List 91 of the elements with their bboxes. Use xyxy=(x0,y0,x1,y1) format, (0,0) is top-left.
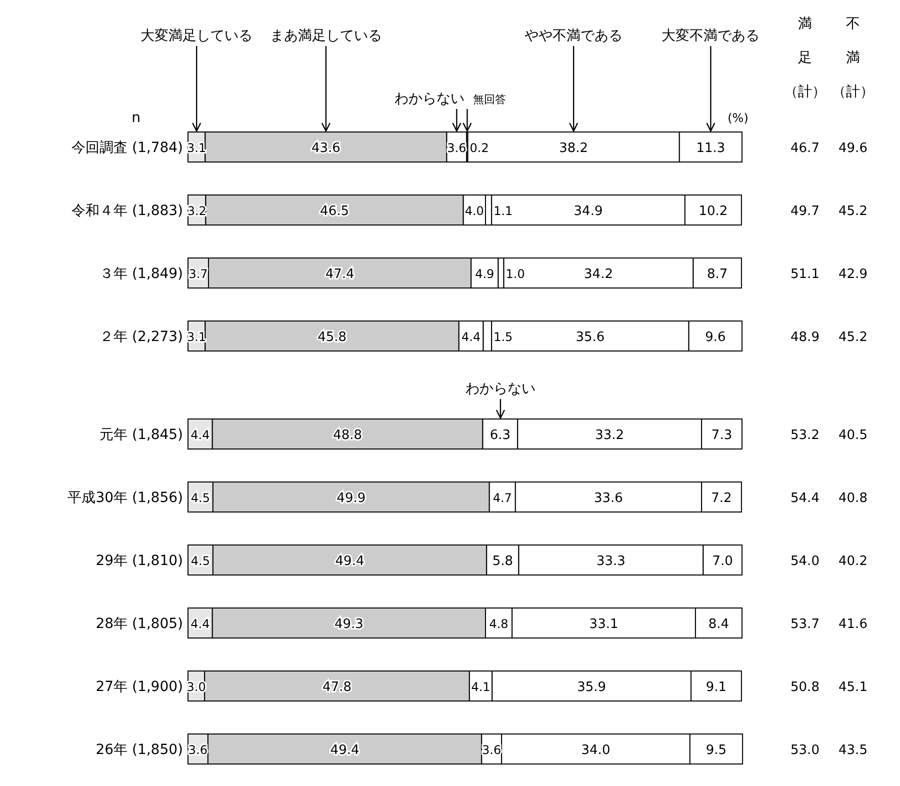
data-label: 49.3 xyxy=(334,617,364,632)
annotation: 53.0 xyxy=(790,743,820,758)
annotation: 46.7 xyxy=(790,141,820,156)
data-label: 4.4 xyxy=(190,617,210,631)
series-label: わからない xyxy=(394,91,465,107)
data-label: 6.3 xyxy=(490,428,511,443)
tick-label: ３年 (1,849) xyxy=(100,266,183,282)
data-label: 0.2 xyxy=(470,141,489,155)
annotation: 45.2 xyxy=(838,330,868,345)
data-label: 9.5 xyxy=(706,743,727,758)
data-label: 1.0 xyxy=(506,267,525,281)
series-label: やや不満である xyxy=(524,28,623,44)
annotation: 43.5 xyxy=(838,743,868,758)
data-label: 43.6 xyxy=(311,141,340,156)
data-label: 7.3 xyxy=(711,428,732,443)
series-label: 無回答 xyxy=(473,93,506,106)
tick-label: 平成30年 (1,856) xyxy=(68,490,183,506)
data-label: 4.5 xyxy=(190,491,210,505)
annotation: 不満（計） xyxy=(832,16,874,100)
data-label: 7.0 xyxy=(712,554,733,569)
data-label: 34.2 xyxy=(584,267,613,282)
annotation: 45.1 xyxy=(838,680,868,695)
data-label: 4.5 xyxy=(190,554,210,568)
tick-label: 27年 (1,900) xyxy=(96,679,183,695)
data-label: 49.4 xyxy=(330,743,360,758)
annotation: 40.2 xyxy=(838,554,868,569)
data-label: 34.0 xyxy=(581,743,610,758)
data-label: 35.6 xyxy=(576,330,605,345)
data-label: 33.3 xyxy=(596,554,626,569)
data-label: 4.0 xyxy=(464,204,484,218)
data-label: 48.8 xyxy=(333,428,362,443)
annotation: 40.5 xyxy=(838,428,868,443)
data-label: 10.2 xyxy=(698,204,728,219)
tick-label: 28年 (1,805) xyxy=(96,616,183,632)
data-label: 49.4 xyxy=(335,554,364,569)
data-label: 45.8 xyxy=(318,330,347,345)
data-label: 33.1 xyxy=(589,617,618,632)
annotation: 53.7 xyxy=(790,617,820,632)
annotation: わからない xyxy=(465,381,536,397)
annotation: 54.4 xyxy=(790,491,820,506)
annotation: 48.9 xyxy=(790,330,820,345)
data-label: 4.7 xyxy=(492,491,512,505)
annotation: 41.6 xyxy=(838,617,868,632)
data-label: 3.6 xyxy=(188,743,208,757)
data-label: 11.3 xyxy=(696,141,726,156)
data-label: 1.5 xyxy=(494,330,513,344)
tick-label: ２年 (2,273) xyxy=(100,329,183,345)
annotation: 51.1 xyxy=(790,267,820,282)
data-label: 3.6 xyxy=(447,141,466,155)
annotation: n xyxy=(132,110,140,126)
annotation: 54.0 xyxy=(790,554,820,569)
series-label: 大変満足している xyxy=(140,28,253,44)
data-label: 46.5 xyxy=(320,204,349,219)
data-label: 4.4 xyxy=(190,428,210,442)
tick-label: 令和４年 (1,883) xyxy=(72,203,183,219)
annotation: 49.6 xyxy=(838,141,868,156)
series-label: まあ満足している xyxy=(270,28,382,44)
tick-label: 29年 (1,810) xyxy=(96,553,183,569)
data-label: 3.7 xyxy=(188,267,208,281)
data-label: 5.8 xyxy=(492,554,514,569)
tick-label: 元年 (1,845) xyxy=(100,427,183,443)
annotation: 53.2 xyxy=(790,428,820,443)
data-label: 4.1 xyxy=(471,680,490,694)
data-label: 9.1 xyxy=(706,680,727,695)
data-label: 7.2 xyxy=(711,491,732,506)
data-label: 4.4 xyxy=(462,330,481,344)
data-label: 34.9 xyxy=(574,204,603,219)
annotation: 45.2 xyxy=(838,204,868,219)
tick-label: 今回調査 (1,784) xyxy=(72,140,183,156)
annotation: 49.7 xyxy=(790,204,820,219)
data-label: 4.9 xyxy=(475,267,494,281)
data-label: 38.2 xyxy=(559,141,588,156)
annotation: 42.9 xyxy=(838,267,868,282)
series-label: 大変不満である xyxy=(662,28,760,44)
data-label: 33.2 xyxy=(595,428,624,443)
data-label: 35.9 xyxy=(577,680,606,695)
annotation: 50.8 xyxy=(790,680,820,695)
annotation: 40.8 xyxy=(838,491,868,506)
data-label: 1.1 xyxy=(494,204,513,218)
data-label: 8.4 xyxy=(708,617,730,632)
data-label: 47.8 xyxy=(322,680,352,695)
data-label: 3.6 xyxy=(482,743,502,757)
annotation: 満足（計） xyxy=(784,16,826,100)
annotation: (%) xyxy=(728,111,748,125)
data-label: 4.8 xyxy=(489,617,508,631)
data-label: 47.4 xyxy=(325,267,354,282)
tick-label: 26年 (1,850) xyxy=(96,742,183,758)
data-label: 8.7 xyxy=(707,267,728,282)
data-label: 33.6 xyxy=(594,491,623,506)
data-label: 9.6 xyxy=(705,330,726,345)
data-label: 49.9 xyxy=(336,491,366,506)
